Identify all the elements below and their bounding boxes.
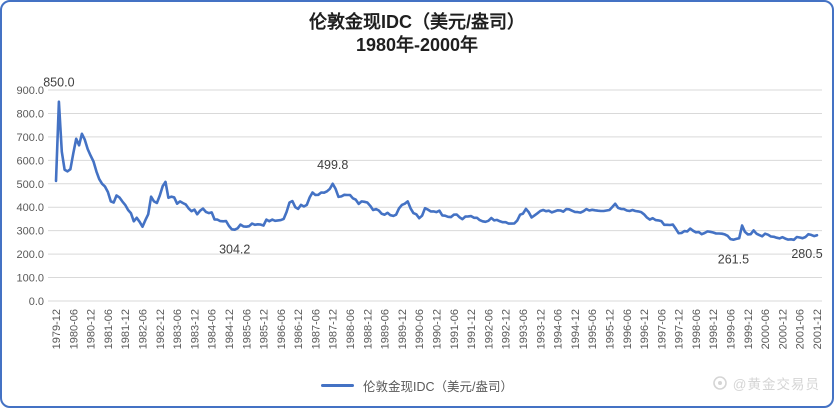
- x-axis-tick-label: 1982-12: [155, 309, 167, 349]
- x-axis-tick-label: 1980-12: [86, 309, 98, 349]
- x-axis-tick-label: 1991-12: [466, 309, 478, 349]
- x-axis-tick-label: 1984-06: [207, 309, 219, 349]
- x-axis-tick-label: 1992-12: [501, 309, 513, 349]
- y-axis-tick-label: 0.0: [29, 296, 44, 308]
- x-axis-tick-label: 1992-06: [483, 309, 495, 349]
- x-axis-tick-label: 1988-06: [345, 309, 357, 349]
- y-axis-tick-label: 400.0: [16, 202, 44, 214]
- x-axis-tick-label: 1989-12: [397, 309, 409, 349]
- x-axis-tick-label: 1990-06: [414, 309, 426, 349]
- x-axis-tick-label: 2001-06: [795, 309, 807, 349]
- x-axis-tick-label: 1988-12: [362, 309, 374, 349]
- x-axis-tick-label: 1981-06: [103, 309, 115, 349]
- x-axis-tick-label: 1990-12: [432, 309, 444, 349]
- x-axis-tick-label: 1997-12: [674, 309, 686, 349]
- x-axis-tick-label: 1985-06: [241, 309, 253, 349]
- x-axis-tick-label: 1984-12: [224, 309, 236, 349]
- watermark-text: @黄金交易员: [732, 377, 820, 392]
- watermark-logo-icon: [712, 376, 727, 390]
- x-axis-tick-label: 1982-06: [137, 309, 149, 349]
- x-axis-tick-label: 1995-06: [587, 309, 599, 349]
- x-axis-tick-label: 1980-06: [68, 309, 80, 349]
- x-axis-tick-label: 1986-12: [293, 309, 305, 349]
- data-point-label: 499.8: [317, 158, 348, 172]
- x-axis-tick-label: 1979-12: [51, 309, 63, 349]
- y-axis-tick-label: 800.0: [16, 108, 44, 120]
- data-point-label: 261.5: [718, 253, 749, 267]
- y-axis-tick-label: 700.0: [16, 132, 44, 144]
- x-axis-tick-label: 1983-12: [189, 309, 201, 349]
- x-axis-tick-label: 1994-06: [553, 309, 565, 349]
- x-axis-tick-label: 1987-06: [310, 309, 322, 349]
- x-axis-tick-label: 1983-06: [172, 309, 184, 349]
- x-axis-tick-label: 1996-12: [639, 309, 651, 349]
- legend-line-sample-icon: [320, 384, 354, 387]
- x-axis-tick-label: 1995-12: [604, 309, 616, 349]
- x-axis-tick-label: 1993-06: [518, 309, 530, 349]
- x-axis-tick-label: 1991-06: [449, 309, 461, 349]
- chart-title: 伦敦金现IDC（美元/盎司） 1980年-2000年: [2, 11, 832, 57]
- gold-price-line-series: [54, 100, 819, 242]
- x-axis-tick-label: 2001-12: [812, 309, 824, 349]
- x-axis-tick-label: 1999-06: [726, 309, 738, 349]
- x-axis-tick-label: 2000-06: [760, 309, 772, 349]
- x-axis-tick-label: 1985-12: [259, 309, 271, 349]
- x-axis-tick-label: 1996-06: [622, 309, 634, 349]
- watermark: @黄金交易员: [712, 373, 820, 393]
- x-axis-tick-label: 1998-12: [708, 309, 720, 349]
- x-axis-tick-label: 1986-06: [276, 309, 288, 349]
- x-axis-tick-label: 1997-06: [656, 309, 668, 349]
- data-point-label: 304.2: [219, 243, 250, 257]
- y-axis-tick-label: 500.0: [16, 179, 44, 191]
- legend-label: 伦敦金现IDC（美元/盎司）: [362, 380, 513, 394]
- x-axis-tick-label: 1989-06: [380, 309, 392, 349]
- y-axis-tick-label: 200.0: [16, 249, 44, 261]
- x-axis-tick-label: 1994-12: [570, 309, 582, 349]
- legend: 伦敦金现IDC（美元/盎司）: [2, 376, 832, 395]
- data-point-label: 280.5: [791, 247, 822, 261]
- x-axis-tick-label: 1998-06: [691, 309, 703, 349]
- data-point-label: 850.0: [43, 76, 74, 90]
- chart-title-line1: 伦敦金现IDC（美元/盎司）: [309, 12, 525, 32]
- x-axis-tick-label: 1999-12: [743, 309, 755, 349]
- x-axis-tick-label: 1987-12: [328, 309, 340, 349]
- y-axis-tick-label: 300.0: [16, 226, 44, 238]
- chart-title-line2: 1980年-2000年: [355, 35, 479, 55]
- y-axis-tick-label: 900.0: [16, 85, 44, 97]
- x-axis-tick-label: 2000-12: [777, 309, 789, 349]
- y-axis-tick-label: 100.0: [16, 273, 44, 285]
- y-axis-tick-label: 600.0: [16, 155, 44, 167]
- x-axis-tick-label: 1993-12: [535, 309, 547, 349]
- x-axis-tick-label: 1981-12: [120, 309, 132, 349]
